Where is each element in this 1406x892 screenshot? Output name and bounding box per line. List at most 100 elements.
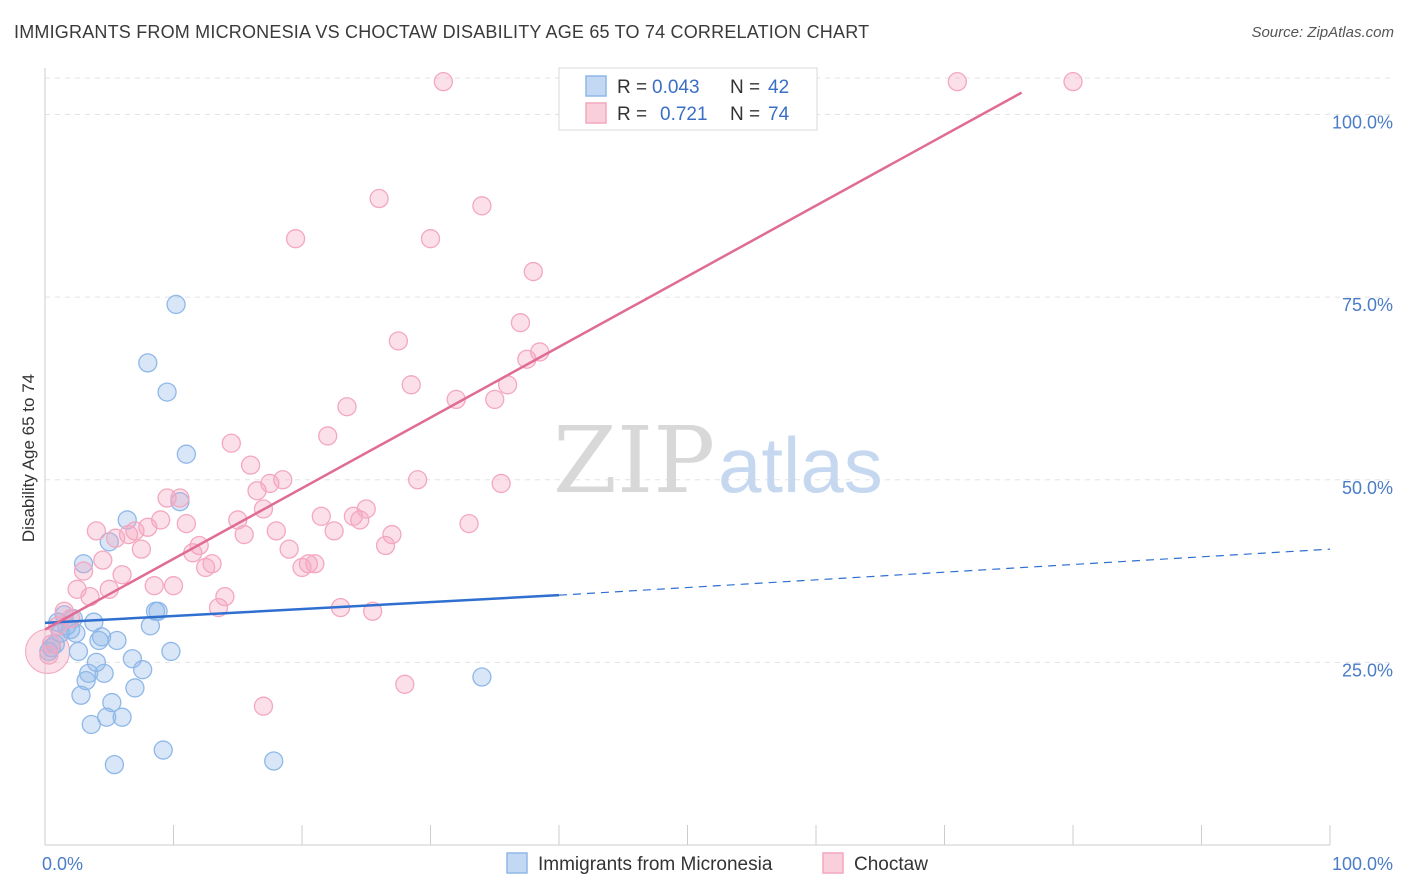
choctaw-point <box>298 554 319 574</box>
choctaw-point <box>253 696 274 716</box>
choctaw-point <box>285 229 306 249</box>
legend-n-value-1: 42 <box>768 77 789 98</box>
chart-title: IMMIGRANTS FROM MICRONESIA VS CHOCTAW DI… <box>14 22 870 42</box>
choctaw-point <box>202 554 222 574</box>
choctaw-points <box>39 72 1083 716</box>
micronesia-point <box>102 692 122 713</box>
legend-n-label-1: N = <box>730 77 760 98</box>
legend-n-value-2: 74 <box>768 104 790 125</box>
choctaw-point <box>407 470 428 490</box>
choctaw-point <box>112 565 132 585</box>
choctaw-point <box>433 72 454 92</box>
micronesia-point <box>157 382 177 402</box>
micronesia-point <box>79 663 99 683</box>
choctaw-point <box>305 554 325 574</box>
legend-n-label-2: N = <box>730 104 760 125</box>
choctaw-point <box>73 561 94 581</box>
choctaw-point <box>221 433 241 453</box>
choctaw-point <box>318 426 338 446</box>
choctaw-point <box>311 506 331 526</box>
choctaw-point <box>279 539 299 559</box>
micronesia-point <box>117 510 137 530</box>
choctaw-point <box>1063 72 1083 92</box>
micronesia-points <box>39 294 492 775</box>
choctaw-point <box>356 499 376 519</box>
micronesia-point <box>104 754 125 775</box>
series-legend-label-micronesia: Immigrants from Micronesia <box>538 854 773 875</box>
choctaw-point <box>510 313 531 333</box>
series-legend-label-choctaw: Choctaw <box>854 854 928 875</box>
series-legend-swatch-micronesia <box>506 852 528 874</box>
choctaw-point <box>86 521 107 541</box>
choctaw-point <box>485 389 505 410</box>
micronesia-point <box>91 627 112 647</box>
micronesia-point <box>97 707 117 727</box>
micronesia-point <box>71 685 91 705</box>
micronesia-trend-extension <box>558 548 1331 596</box>
choctaw-point <box>388 331 409 351</box>
watermark: ZIP atlas <box>553 407 883 514</box>
choctaw-point <box>491 473 511 494</box>
data-points <box>25 72 1083 775</box>
micronesia-point <box>166 294 186 315</box>
choctaw-point <box>93 550 113 570</box>
y-tick-label: 50.0% <box>1342 478 1393 498</box>
y-tick-label: 25.0% <box>1342 660 1393 680</box>
choctaw-point <box>382 524 402 545</box>
choctaw-point <box>523 261 543 282</box>
y-axis-label: Disability Age 65 to 74 <box>19 374 38 542</box>
x-tick-labels: 0.0% 100.0% <box>42 854 1393 874</box>
micronesia-point <box>133 660 153 680</box>
choctaw-point <box>363 601 383 621</box>
choctaw-point <box>420 229 441 249</box>
choctaw-point <box>947 72 967 92</box>
micronesia-point <box>112 707 132 727</box>
legend-r-value-2: 0.721 <box>660 104 708 125</box>
legend-r-value-1: 0.043 <box>652 77 700 98</box>
x-tick-label-max: 100.0% <box>1332 854 1393 874</box>
choctaw-point <box>80 586 100 607</box>
choctaw-point <box>150 510 171 530</box>
choctaw-point <box>176 513 197 534</box>
axes <box>44 68 1331 846</box>
choctaw-point <box>401 375 421 395</box>
choctaw-point <box>324 521 344 541</box>
choctaw-point <box>266 521 286 541</box>
choctaw-point <box>240 455 261 475</box>
micronesia-point <box>68 641 89 662</box>
legend-swatch-micronesia <box>585 75 607 97</box>
micronesia-trend-line <box>44 593 560 625</box>
micronesia-point <box>81 714 101 735</box>
watermark-zip: ZIP <box>553 407 715 514</box>
micronesia-point <box>107 630 127 651</box>
legend-r-label-2: R = <box>617 104 647 125</box>
y-tick-labels: 25.0% 50.0% 75.0% 100.0% <box>1332 113 1393 681</box>
micronesia-point <box>176 444 197 464</box>
choctaw-point <box>350 510 370 530</box>
series-legend: Immigrants from Micronesia Choctaw <box>506 852 928 875</box>
micronesia-point <box>94 663 114 683</box>
choctaw-point <box>215 586 235 607</box>
series-legend-swatch-choctaw <box>822 852 844 874</box>
source-label: Source: ZipAtlas.com <box>1251 24 1394 41</box>
choctaw-point <box>170 488 190 508</box>
micronesia-point <box>76 670 96 691</box>
choctaw-point <box>459 513 479 534</box>
choctaw-point <box>234 524 254 545</box>
choctaw-point <box>144 576 164 596</box>
legend-r-label-1: R = <box>617 77 647 98</box>
choctaw-trend-line <box>44 91 1023 631</box>
correlation-legend: R = 0.043 N = 42 R = 0.721 N = 74 <box>558 67 818 131</box>
x-tick-label-min: 0.0% <box>42 854 83 874</box>
grid-lines <box>45 77 1392 663</box>
micronesia-point <box>138 353 158 373</box>
trend-lines <box>44 91 1331 631</box>
choctaw-point <box>131 539 152 559</box>
micronesia-point <box>86 652 107 673</box>
choctaw-point <box>395 674 415 694</box>
micronesia-point <box>153 740 173 760</box>
y-tick-label: 100.0% <box>1332 113 1393 133</box>
choctaw-point <box>41 634 62 654</box>
choctaw-point <box>375 535 396 556</box>
